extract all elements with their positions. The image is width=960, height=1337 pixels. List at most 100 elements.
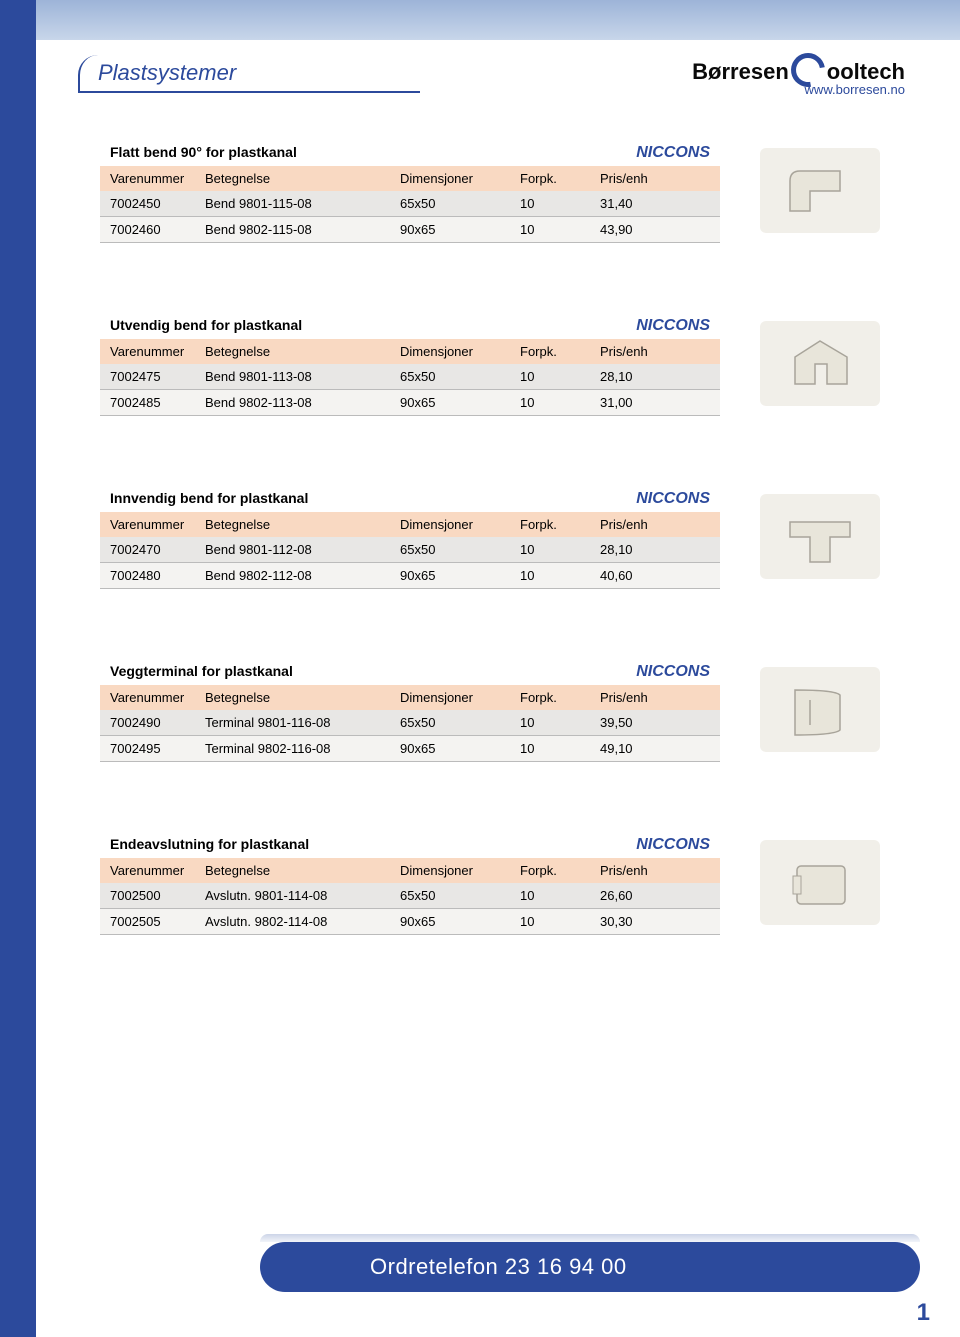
product-section: Flatt bend 90° for plastkanal NICCONS Vare…: [100, 140, 880, 243]
footer-pill: Ordretelefon 23 16 94 00: [260, 1242, 920, 1292]
page-title-tab: Plastsystemer: [80, 55, 420, 93]
table-row: 7002495Terminal 9802-116-0890x651049,10: [100, 736, 720, 762]
end-cap-icon: [760, 840, 880, 925]
table-header-cell: Pris/enh: [590, 858, 720, 883]
product-section: Endeavslutning for plastkanalNICCONSVare…: [100, 832, 880, 935]
page-title: Plastsystemer: [98, 60, 236, 86]
section-title: Veggterminal for plastkanal: [110, 663, 293, 679]
section-brand: NICCONS: [636, 836, 710, 854]
product-table: VarenummerBetegnelseDimensjonerForpk.Pri…: [100, 339, 720, 416]
table-cell: 10: [510, 563, 590, 589]
table-cell: 10: [510, 364, 590, 390]
section-header: Flatt bend 90° for plastkanal NICCONS: [100, 140, 720, 166]
table-cell: 65x50: [390, 710, 510, 736]
table-cell: Terminal 9801-116-08: [195, 710, 390, 736]
table-cell: 10: [510, 191, 590, 217]
table-header-cell: Forpk.: [510, 685, 590, 710]
section-brand: NICCONS: [636, 663, 710, 681]
table-cell: 7002485: [100, 390, 195, 416]
table-row: 7002470Bend 9801-112-0865x501028,10: [100, 537, 720, 563]
table-header-cell: Pris/enh: [590, 512, 720, 537]
table-cell: 7002495: [100, 736, 195, 762]
table-header-cell: Varenummer: [100, 166, 195, 191]
left-accent-bar: [0, 0, 36, 1337]
table-header-cell: Dimensjoner: [390, 858, 510, 883]
table-cell: Bend 9802-113-08: [195, 390, 390, 416]
table-cell: 31,40: [590, 191, 720, 217]
table-cell: 7002450: [100, 191, 195, 217]
table-cell: 65x50: [390, 537, 510, 563]
table-cell: 7002500: [100, 883, 195, 909]
table-cell: 10: [510, 537, 590, 563]
table-row: 7002505Avslutn. 9802-114-0890x651030,30: [100, 909, 720, 935]
table-header-row: VarenummerBetegnelseDimensjonerForpk.Pri…: [100, 339, 720, 364]
table-cell: 65x50: [390, 883, 510, 909]
table-cell: 65x50: [390, 191, 510, 217]
section-brand: NICCONS: [636, 317, 710, 335]
table-row: 7002480Bend 9802-112-0890x651040,60: [100, 563, 720, 589]
table-header-cell: Dimensjoner: [390, 685, 510, 710]
table-header-cell: Betegnelse: [195, 339, 390, 364]
product-section: Veggterminal for plastkanal NICCONS Varenu…: [100, 659, 880, 762]
table-header-cell: Dimensjoner: [390, 339, 510, 364]
table-cell: 49,10: [590, 736, 720, 762]
table-header-cell: Betegnelse: [195, 858, 390, 883]
table-cell: 28,10: [590, 364, 720, 390]
wall-terminal-icon: [760, 667, 880, 752]
table-cell: 10: [510, 390, 590, 416]
table-cell: 7002475: [100, 364, 195, 390]
table-header-cell: Forpk.: [510, 166, 590, 191]
table-header-row: VarenummerBetegnelseDimensjonerForpk.Pri…: [100, 685, 720, 710]
table-row: 7002500Avslutn. 9801-114-0865x501026,60: [100, 883, 720, 909]
table-header-cell: Dimensjoner: [390, 512, 510, 537]
section-header: Utvendig bend for plastkanal NICCONS: [100, 313, 720, 339]
table-header-cell: Forpk.: [510, 339, 590, 364]
product-section: Utvendig bend for plastkanal NICCONS Varen…: [100, 313, 880, 416]
section-title: Innvendig bend for plastkanal: [110, 490, 308, 506]
table-cell: Avslutn. 9801-114-08: [195, 883, 390, 909]
table-header-cell: Varenummer: [100, 685, 195, 710]
section-title: Utvendig bend for plastkanal: [110, 317, 302, 333]
section-header: Veggterminal for plastkanal NICCONS: [100, 659, 720, 685]
section-header: Innvendig bend for plastkanal NICCONS: [100, 486, 720, 512]
table-cell: 90x65: [390, 736, 510, 762]
section-brand: NICCONS: [636, 144, 710, 162]
table-header-cell: Forpk.: [510, 858, 590, 883]
table-cell: 65x50: [390, 364, 510, 390]
product-section: Innvendig bend for plastkanal NICCONS Vare…: [100, 486, 880, 589]
table-cell: 31,00: [590, 390, 720, 416]
section-brand: NICCONS: [636, 490, 710, 508]
table-cell: 10: [510, 883, 590, 909]
table-cell: 7002480: [100, 563, 195, 589]
table-cell: Bend 9801-112-08: [195, 537, 390, 563]
section-title: Flatt bend 90° for plastkanal: [110, 144, 297, 160]
table-cell: 10: [510, 909, 590, 935]
internal-bend-icon: [760, 494, 880, 579]
table-header-cell: Varenummer: [100, 339, 195, 364]
table-cell: Bend 9801-113-08: [195, 364, 390, 390]
table-header-cell: Pris/enh: [590, 339, 720, 364]
table-cell: Avslutn. 9802-114-08: [195, 909, 390, 935]
table-header-cell: Varenummer: [100, 512, 195, 537]
product-table: VarenummerBetegnelseDimensjonerForpk.Pri…: [100, 858, 720, 935]
table-cell: 43,90: [590, 217, 720, 243]
table-row: 7002490Terminal 9801-116-0865x501039,50: [100, 710, 720, 736]
table-cell: 90x65: [390, 217, 510, 243]
table-cell: 90x65: [390, 909, 510, 935]
table-header-cell: Forpk.: [510, 512, 590, 537]
product-table: VarenummerBetegnelseDimensjonerForpk.Pri…: [100, 685, 720, 762]
table-header-row: VarenummerBetegnelseDimensjonerForpk.Pri…: [100, 166, 720, 191]
table-cell: 90x65: [390, 390, 510, 416]
table-header-cell: Betegnelse: [195, 685, 390, 710]
table-cell: 39,50: [590, 710, 720, 736]
table-header-row: VarenummerBetegnelseDimensjonerForpk.Pri…: [100, 512, 720, 537]
table-header-cell: Dimensjoner: [390, 166, 510, 191]
table-cell: 10: [510, 710, 590, 736]
table-cell: 30,30: [590, 909, 720, 935]
table-row: 7002475Bend 9801-113-0865x501028,10: [100, 364, 720, 390]
table-cell: 7002505: [100, 909, 195, 935]
table-row: 7002460Bend 9802-115-0890x651043,90: [100, 217, 720, 243]
logo-url: www.borresen.no: [805, 82, 905, 97]
logo-text-left: Børresen: [692, 59, 789, 85]
page-number: 1: [917, 1299, 930, 1327]
